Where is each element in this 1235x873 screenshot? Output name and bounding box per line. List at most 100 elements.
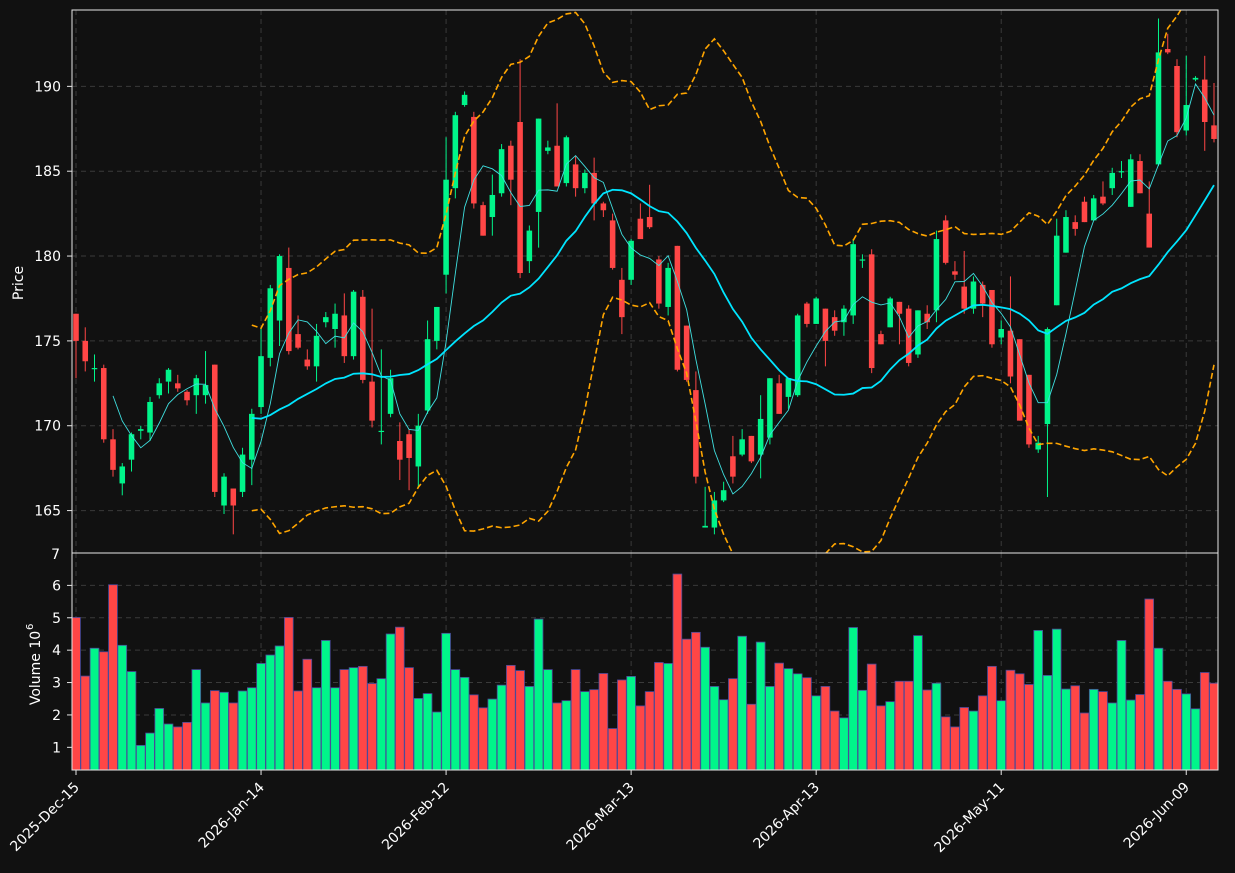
candle-body <box>406 434 412 458</box>
candle-body <box>452 115 459 189</box>
volume-bar <box>1079 712 1090 770</box>
candle-body <box>100 368 107 440</box>
candle-body <box>582 172 588 189</box>
volume-bar <box>977 695 988 770</box>
volume-bar <box>959 707 969 770</box>
candle-body <box>230 488 237 506</box>
candle-body <box>1201 79 1208 122</box>
candles <box>73 18 1217 535</box>
candle-body <box>526 230 533 262</box>
candle-body <box>905 308 912 363</box>
volume-bar <box>413 698 424 770</box>
candle-body <box>193 378 200 396</box>
volume-bar <box>839 717 849 770</box>
volume-bar <box>533 618 544 770</box>
volume-bar <box>1181 693 1192 770</box>
volume-bar <box>1135 694 1145 770</box>
volume-bar <box>885 701 895 770</box>
volume-bar <box>209 690 220 770</box>
candle-body <box>878 334 884 345</box>
price-tick-label: 165 <box>34 504 61 520</box>
volume-bar <box>783 668 794 770</box>
volume-bar <box>145 732 155 770</box>
candle-body <box>174 383 181 389</box>
volume-bar <box>1098 691 1108 770</box>
candle-body <box>508 145 514 180</box>
candle-body <box>471 116 477 204</box>
volume-bar <box>524 686 535 770</box>
volume-bar <box>1070 685 1081 770</box>
candle-body <box>609 220 616 268</box>
candle-body <box>1053 235 1060 306</box>
candle-body <box>868 254 875 369</box>
candle-body <box>1090 198 1097 221</box>
volume-bar <box>487 698 498 770</box>
candle-body <box>1192 77 1199 80</box>
candle-body <box>73 313 79 341</box>
volume-bar <box>672 573 683 770</box>
candle-body <box>979 284 986 304</box>
candle-body <box>1109 172 1116 189</box>
candle-body <box>1016 339 1023 421</box>
volume-bar <box>755 641 766 770</box>
price-tick-label: 185 <box>34 164 61 180</box>
candle-body <box>1072 222 1078 229</box>
candle-body <box>147 401 153 433</box>
volume-bar <box>1116 640 1127 770</box>
volume-bar <box>876 705 886 770</box>
volume-bar <box>802 677 812 770</box>
volume-y-axis-label-group: Volume 10 6 <box>25 624 44 706</box>
candle-body <box>1044 329 1051 425</box>
candle-body <box>915 310 921 355</box>
volume-bar <box>635 705 646 770</box>
volume-bar <box>1005 669 1016 770</box>
candle-body <box>730 456 736 477</box>
candle-body <box>656 259 662 304</box>
volume-bar <box>663 663 673 770</box>
volume-bar <box>940 716 951 770</box>
candle-body <box>1063 217 1069 253</box>
candle-body <box>887 298 893 328</box>
volume-bar <box>432 711 442 770</box>
candle-body <box>212 364 218 492</box>
volume-bar <box>1144 598 1155 770</box>
volume-bar <box>459 676 470 770</box>
volume-bar <box>866 663 877 770</box>
volume-bar <box>284 617 294 770</box>
volume-bar <box>422 693 433 770</box>
candle-body <box>156 383 163 396</box>
candle-body <box>1211 125 1217 139</box>
candle-body <box>258 356 264 408</box>
candle-body <box>415 425 422 467</box>
candle-body <box>646 217 653 228</box>
volume-bar <box>1190 708 1201 770</box>
volume-bar <box>589 689 599 770</box>
volume-bar <box>385 633 396 770</box>
volume-bar <box>894 680 905 770</box>
candle-body <box>628 240 634 280</box>
candle-body <box>637 218 644 240</box>
price-overflow-tick: 7 <box>51 547 60 563</box>
volume-bar <box>163 723 174 770</box>
candle-body <box>397 441 403 460</box>
volume-bar <box>72 617 81 770</box>
volume-bar <box>265 654 276 770</box>
candle-body <box>313 335 320 367</box>
volume-bar <box>829 710 840 770</box>
candle-body <box>489 194 496 218</box>
candle-body <box>443 179 449 275</box>
volume-bar <box>709 686 720 770</box>
candle-body <box>831 317 838 331</box>
candle-body <box>720 490 727 501</box>
candle-body <box>813 298 819 324</box>
candle-body <box>304 359 311 367</box>
candle-body <box>360 296 366 380</box>
volume-bar <box>293 690 303 770</box>
candle-body <box>674 245 681 370</box>
volume-bar <box>580 691 590 770</box>
volume-bar <box>478 707 488 770</box>
volume-bar <box>811 695 821 770</box>
volume-bar <box>339 669 350 770</box>
volume-bar <box>506 664 516 770</box>
volume-bar <box>1088 688 1099 770</box>
